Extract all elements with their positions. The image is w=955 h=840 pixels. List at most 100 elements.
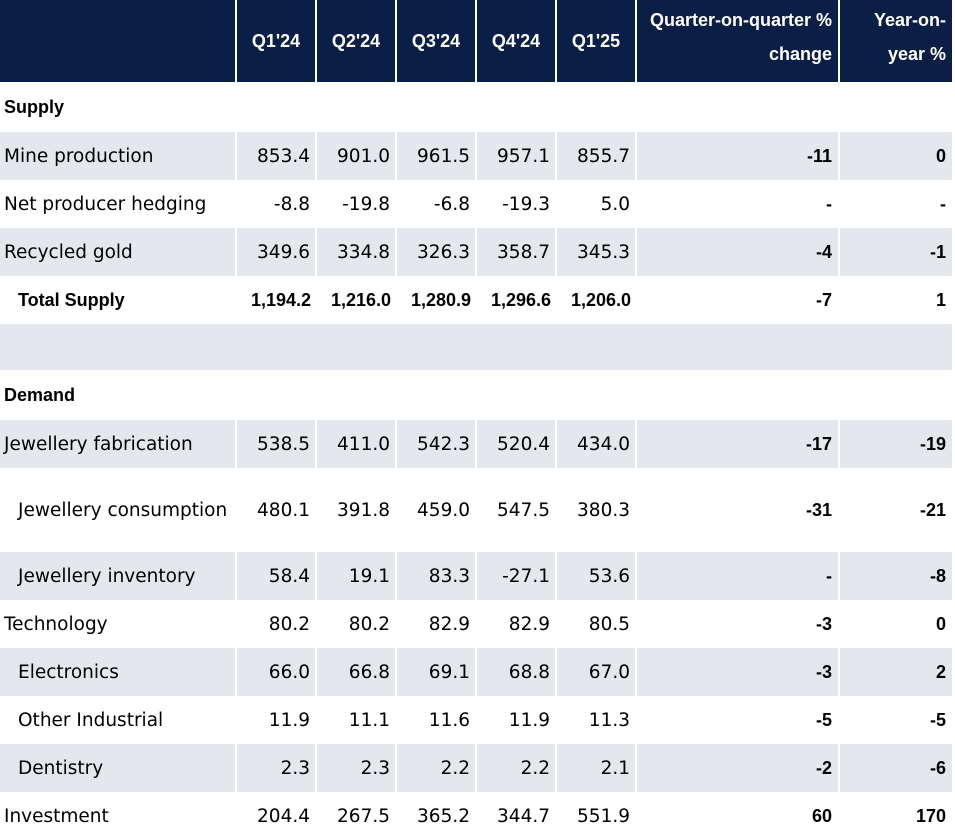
value-cell: 2.3 [236, 744, 317, 792]
header-quarter: Q1'24 [236, 0, 317, 82]
section-row-demand: Demand [0, 370, 952, 420]
value-cell: 542.3 [396, 420, 477, 468]
total-row: Total Supply 1,194.2 1,216.0 1,280.9 1,2… [0, 276, 952, 324]
value-cell: 961.5 [396, 132, 477, 180]
value-cell: 58.4 [236, 552, 317, 600]
value-cell: -19.3 [476, 180, 557, 228]
value-cell: 83.3 [396, 552, 477, 600]
value-cell: -19.8 [316, 180, 397, 228]
yoy-cell: -1 [839, 228, 952, 276]
header-quarter: Q2'24 [316, 0, 397, 82]
value-cell: 53.6 [556, 552, 637, 600]
yoy-cell: -19 [839, 420, 952, 468]
yoy-cell: 170 [915, 805, 946, 826]
row-label: Net producer hedging [0, 180, 237, 228]
yoy-cell: -6 [839, 744, 952, 792]
value-cell: 358.7 [476, 228, 557, 276]
value-cell: 551.9 [556, 792, 637, 840]
qoq-cell: 60 [636, 792, 840, 840]
header-yoy-change: Year-on-year % [839, 0, 952, 82]
value-cell: 538.5 [236, 420, 317, 468]
spacer-row [0, 324, 952, 370]
table-row: Mine production 853.4 901.0 961.5 957.1 … [0, 132, 952, 180]
value-cell: 391.8 [316, 468, 397, 552]
value-cell: 80.5 [556, 600, 637, 648]
qoq-cell: -4 [636, 228, 840, 276]
value-cell: 2.2 [396, 744, 477, 792]
value-cell: 345.3 [556, 228, 637, 276]
value-cell: 82.9 [476, 600, 557, 648]
table-row: Other Industrial 11.9 11.1 11.6 11.9 11.… [0, 696, 952, 744]
value-cell: 80.2 [316, 600, 397, 648]
table-row: Jewellery consumption 480.1 391.8 459.0 … [0, 468, 952, 552]
value-cell: -8.8 [236, 180, 317, 228]
value-cell: 204.4 [236, 792, 317, 840]
table-body: Supply Mine production 853.4 901.0 961.5… [0, 82, 952, 840]
qoq-cell: -3 [636, 600, 840, 648]
yoy-cell: -5 [929, 709, 946, 730]
value-cell: 901.0 [316, 132, 397, 180]
yoy-cell: -21 [919, 499, 946, 520]
table-row: Net producer hedging -8.8 -19.8 -6.8 -19… [0, 180, 952, 228]
value-cell: 11.9 [476, 696, 557, 744]
value-cell: 547.5 [476, 468, 557, 552]
value-cell: 1,216.0 [316, 276, 397, 324]
value-cell: 459.0 [396, 468, 477, 552]
value-cell: 855.7 [556, 132, 637, 180]
value-cell: 66.8 [316, 648, 397, 696]
qoq-cell: -31 [636, 468, 840, 552]
qoq-cell: - [636, 180, 840, 228]
row-label: Investment [0, 792, 237, 840]
table-row: Investment 204.4 267.5 365.2 344.7 551.9… [0, 792, 952, 840]
row-label: Total Supply [0, 276, 237, 324]
row-label: Jewellery inventory [0, 552, 237, 600]
qoq-cell: -17 [636, 420, 840, 468]
value-cell: 11.9 [236, 696, 317, 744]
row-label: Jewellery consumption [0, 468, 237, 552]
row-label: Technology [0, 600, 237, 648]
value-cell: 434.0 [556, 420, 637, 468]
row-label: Dentistry [0, 744, 237, 792]
value-cell: 2.2 [476, 744, 557, 792]
header-quarter: Q3'24 [396, 0, 477, 82]
row-label: Electronics [0, 648, 237, 696]
value-cell: 80.2 [236, 600, 317, 648]
table-row: Technology 80.2 80.2 82.9 82.9 80.5 -3 0 [0, 600, 952, 648]
yoy-cell: 0 [839, 132, 952, 180]
row-label: Jewellery fabrication [0, 420, 237, 468]
value-cell: 67.0 [556, 648, 637, 696]
header-quarter: Q1'25 [556, 0, 637, 82]
value-cell: 334.8 [316, 228, 397, 276]
row-label: Other Industrial [0, 696, 237, 744]
spacer-cell [0, 324, 952, 370]
value-cell: 520.4 [476, 420, 557, 468]
value-cell: 11.6 [396, 696, 477, 744]
value-cell: 380.3 [556, 468, 637, 552]
value-cell: -6.8 [396, 180, 477, 228]
qoq-cell: -5 [636, 696, 840, 744]
value-cell: 349.6 [236, 228, 317, 276]
value-cell: 1,206.0 [556, 276, 637, 324]
value-cell: 1,194.2 [236, 276, 317, 324]
header-quarter: Q4'24 [476, 0, 557, 82]
header-qoq-change: Quarter-on-quarter % change [636, 0, 840, 82]
value-cell: 66.0 [236, 648, 317, 696]
value-cell: 19.1 [316, 552, 397, 600]
table-row: Recycled gold 349.6 334.8 326.3 358.7 34… [0, 228, 952, 276]
table-row: Electronics 66.0 66.8 69.1 68.8 67.0 -3 … [0, 648, 952, 696]
table-row: Jewellery fabrication 538.5 411.0 542.3 … [0, 420, 952, 468]
value-cell: 267.5 [316, 792, 397, 840]
section-title: Supply [4, 96, 65, 117]
table-row: Dentistry 2.3 2.3 2.2 2.2 2.1 -2 -6 [0, 744, 952, 792]
qoq-cell: -7 [636, 276, 840, 324]
yoy-cell: 1 [935, 289, 946, 310]
value-cell: 5.0 [556, 180, 637, 228]
value-cell: 1,296.6 [476, 276, 557, 324]
value-cell: 344.7 [476, 792, 557, 840]
value-cell: 11.3 [556, 696, 637, 744]
yoy-cell: - [940, 193, 946, 214]
value-cell: -27.1 [476, 552, 557, 600]
value-cell: 957.1 [476, 132, 557, 180]
value-cell: 411.0 [316, 420, 397, 468]
